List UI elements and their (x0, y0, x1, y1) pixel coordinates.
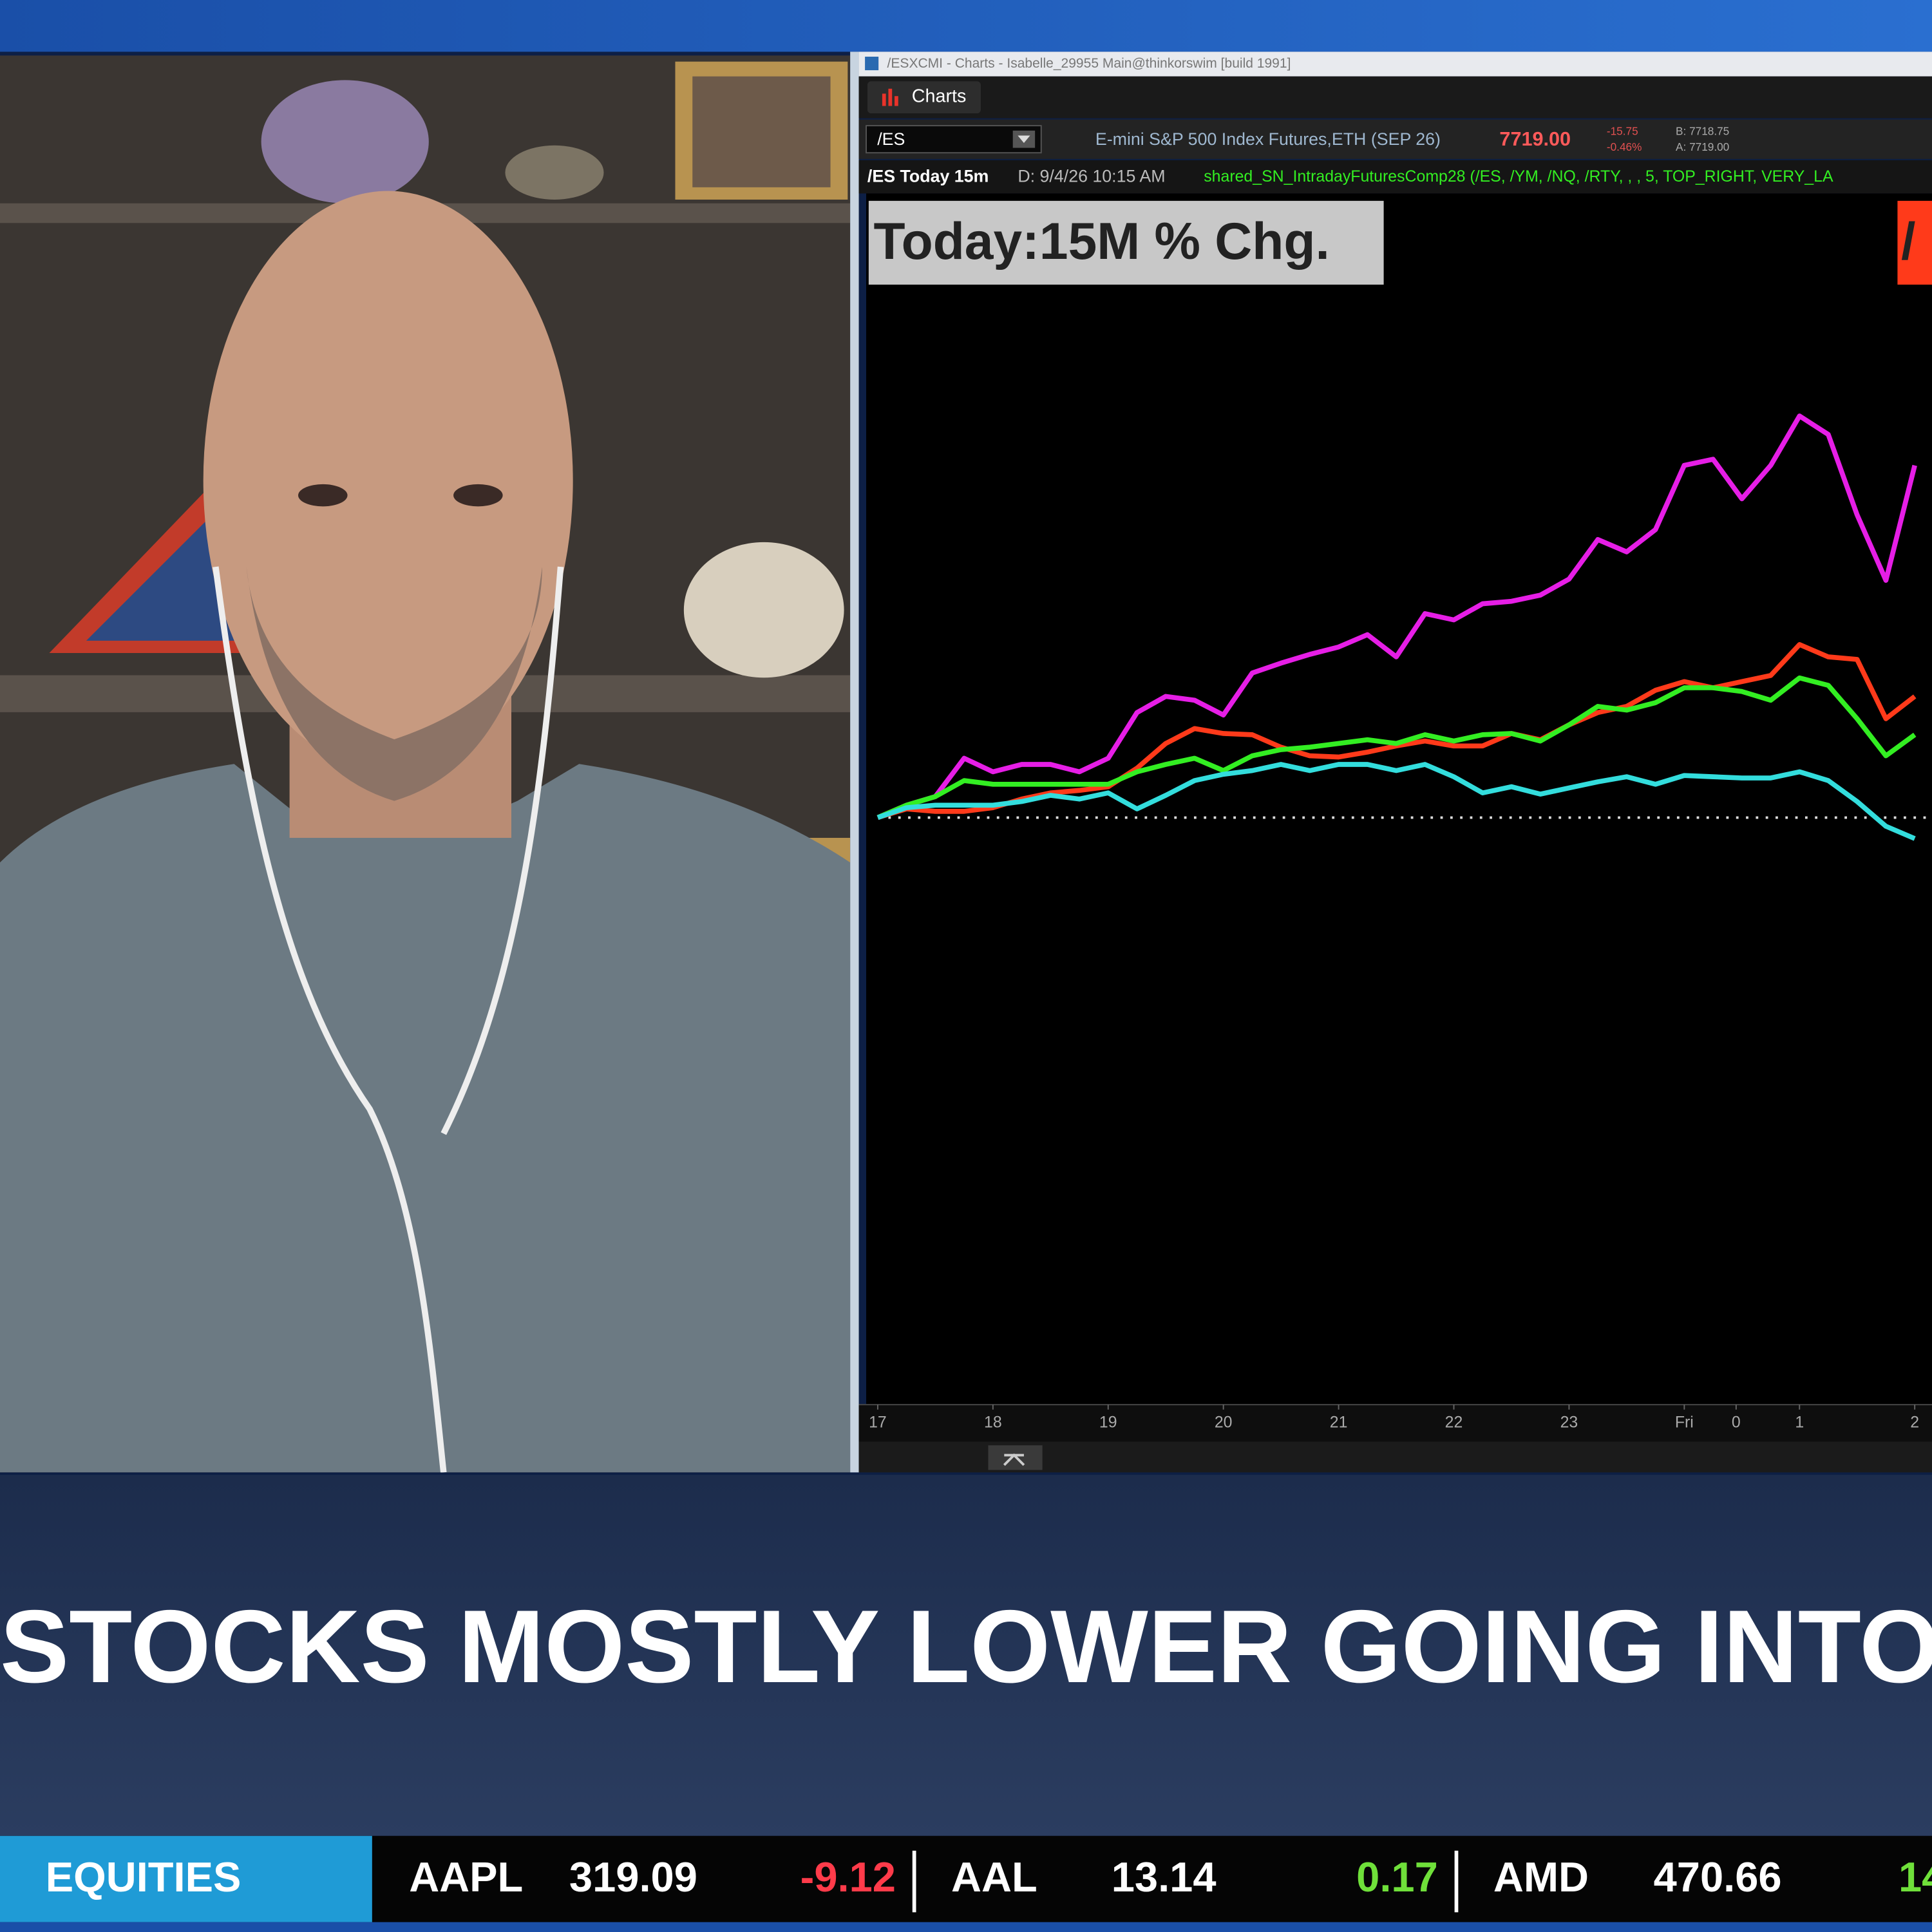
earphone-cable (440, 566, 564, 1135)
x-tick-label: 17 (869, 1413, 887, 1431)
photo (692, 76, 831, 187)
ticker-change: 14.5 (1899, 1853, 1932, 1900)
corner-label-box (1897, 200, 1932, 285)
chart-title-box (868, 200, 1384, 285)
tab-bar (858, 76, 1932, 118)
ticker-label: EQUITIES (46, 1853, 242, 1900)
ask: A: 7719.00 (1676, 140, 1729, 153)
symbol[interactable]: /ES (877, 129, 905, 149)
eye (298, 484, 348, 507)
study-name: shared_SN_IntradayFuturesComp28 (/ES, /Y… (1204, 167, 1833, 185)
bowl (505, 145, 604, 200)
ticker-price: 470.66 (1654, 1853, 1782, 1900)
x-tick-label: 20 (1215, 1413, 1233, 1431)
bid: B: 7718.75 (1676, 124, 1729, 137)
last-price: 7719.00 (1499, 128, 1571, 150)
shirt (0, 764, 851, 1473)
divider (850, 52, 859, 1473)
ticker-price: 13.14 (1112, 1853, 1217, 1900)
study-bar (858, 160, 1932, 194)
x-tick-label: 0 (1732, 1413, 1741, 1431)
x-tick-label: Fri (1675, 1413, 1694, 1431)
corner-label: / (1901, 213, 1915, 270)
bottom-strip (0, 1922, 1932, 1932)
net-change: -15.75 (1607, 124, 1638, 137)
x-tick-label: 18 (984, 1413, 1002, 1431)
ticker-label-box (0, 1835, 372, 1922)
headline: STOCKS MOSTLY LOWER GOING INTO TH (0, 1589, 1932, 1705)
x-tick-label: 19 (1099, 1413, 1117, 1431)
top-bar (0, 0, 1932, 52)
dropdown-arrow (1018, 135, 1030, 143)
series-line (876, 762, 1916, 841)
chart-label: /ES Today 15m (867, 167, 989, 186)
head (203, 191, 573, 770)
description: E-mini S&P 500 Index Futures,ETH (SEP 26… (1095, 129, 1441, 149)
x-tick-label: 22 (1445, 1413, 1463, 1431)
ticker-change: 0.17 (1356, 1853, 1438, 1900)
x-tick-label: 2 (1910, 1413, 1919, 1431)
window-title: /ESXCMI - Charts - Isabelle_29955 Main@t… (887, 56, 1291, 71)
ticker-symbol: AAL (951, 1853, 1037, 1900)
ticker-symbol: AAPL (409, 1853, 523, 1900)
tab-icon (888, 88, 893, 106)
percent-change: -0.46% (1607, 140, 1642, 153)
tab-label[interactable]: Charts (912, 86, 967, 107)
ticker-change: -9.12 (800, 1853, 896, 1900)
x-tick-label: 1 (1795, 1413, 1804, 1431)
earphone-cable (213, 566, 447, 1473)
series-line (876, 413, 1917, 820)
pumpkin (261, 80, 429, 204)
ticker-items: AAPL 319.09 -9.12 AAL 13.14 0.17 AMD 470.66 14.5 (409, 1850, 1932, 1913)
vase (683, 542, 844, 678)
tab-icon (895, 96, 898, 106)
window-title-bar (858, 52, 1932, 77)
chart-datetime: D: 9/4/26 10:15 AM (1018, 167, 1165, 186)
symbol-input[interactable] (866, 125, 1042, 154)
tab-icon (882, 93, 886, 106)
ticker-symbol: AMD (1493, 1853, 1589, 1900)
series-line (876, 675, 1917, 820)
beard (246, 567, 542, 801)
lower-third (0, 1475, 1932, 1836)
x-tick-label: 21 (1330, 1413, 1348, 1431)
chart-title: Today:15M % Chg. (874, 213, 1330, 270)
x-axis-area (858, 1405, 1932, 1442)
plot (876, 413, 1932, 841)
eye (453, 484, 503, 507)
app-icon (865, 57, 879, 71)
x-tick-label: 23 (1560, 1413, 1578, 1431)
video-feed (0, 55, 851, 1473)
ticker-price: 319.09 (569, 1853, 697, 1900)
x-axis: 17 18 19 20 21 22 23 Fri 0 1 2 (869, 1405, 1919, 1431)
scroll-icon (1003, 1453, 1025, 1466)
